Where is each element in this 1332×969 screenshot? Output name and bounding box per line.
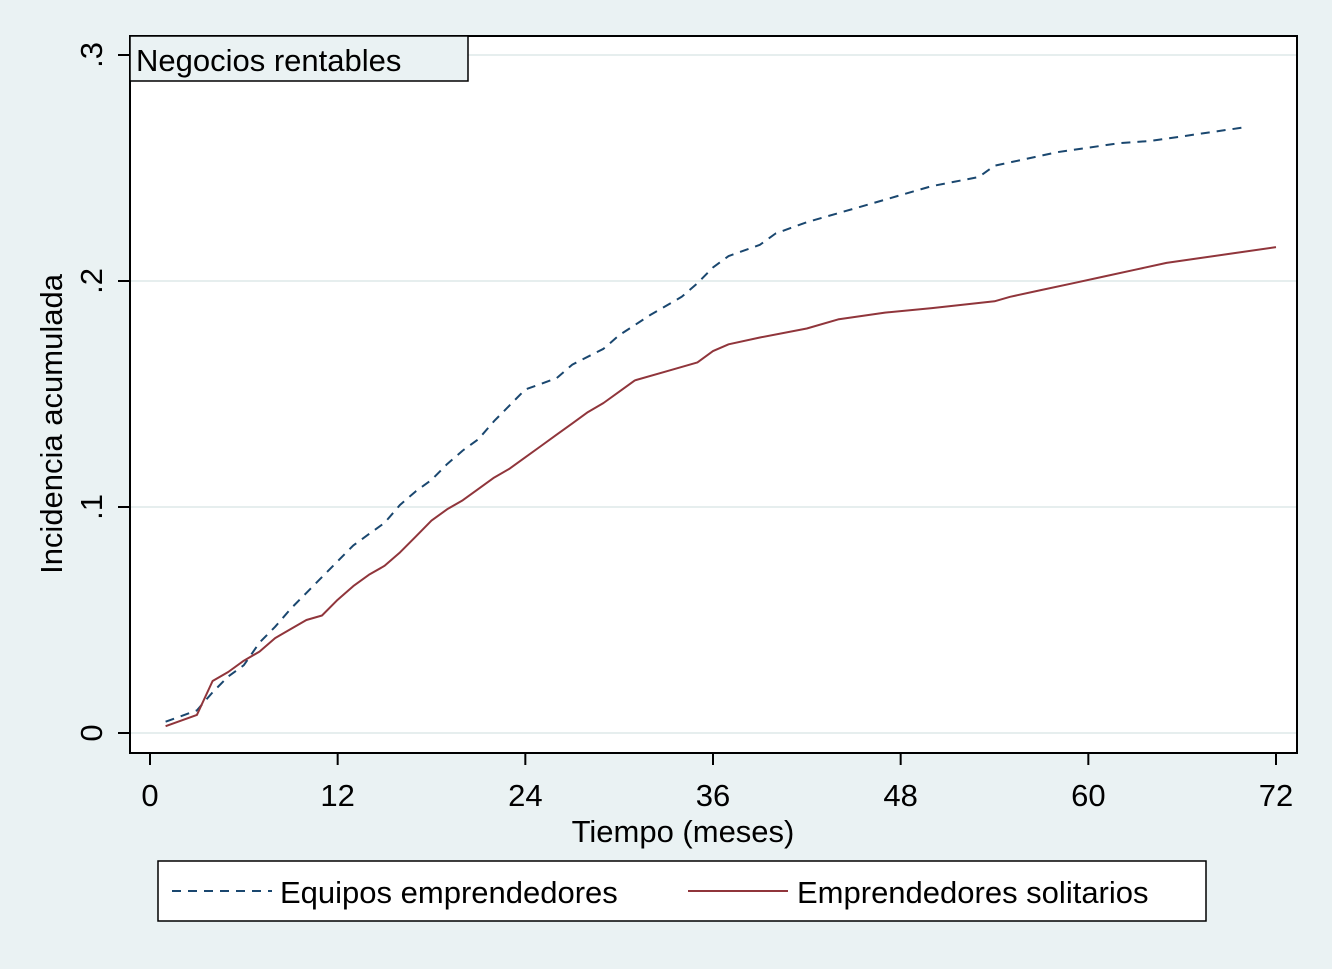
y-tick-label: 0 — [74, 724, 109, 741]
inset-label: Negocios rentables — [136, 43, 401, 78]
x-tick-label: 24 — [508, 778, 542, 813]
x-tick-label: 0 — [141, 778, 158, 813]
y-tick-label: .3 — [74, 42, 109, 68]
legend-label-solitarios: Emprendedores solitarios — [797, 875, 1149, 910]
series-line-equipos — [165, 126, 1245, 723]
legend-label-equipos: Equipos emprendedores — [280, 875, 618, 910]
plot-background — [130, 36, 1297, 753]
legend: Equipos emprendedores Emprendedores soli… — [157, 860, 1207, 922]
x-axis-label: Tiempo (meses) — [572, 814, 795, 849]
inset-label-box: Negocios rentables — [129, 35, 469, 82]
series-line-solitarios — [165, 246, 1277, 728]
x-tick-label: 48 — [883, 778, 917, 813]
series-lines — [165, 126, 1277, 728]
y-tick-label: .1 — [74, 494, 109, 520]
legend-box — [157, 860, 1207, 922]
x-tick-label: 72 — [1259, 778, 1293, 813]
y-axis-label: Incidencia acumulada — [34, 273, 69, 574]
x-tick-label: 12 — [320, 778, 354, 813]
x-tick-label: 36 — [696, 778, 730, 813]
x-tick-label: 60 — [1071, 778, 1105, 813]
axes: 0 12 24 36 48 60 72 0 .1 .2 .3 — [74, 42, 1293, 813]
y-tick-label: .2 — [74, 268, 109, 294]
